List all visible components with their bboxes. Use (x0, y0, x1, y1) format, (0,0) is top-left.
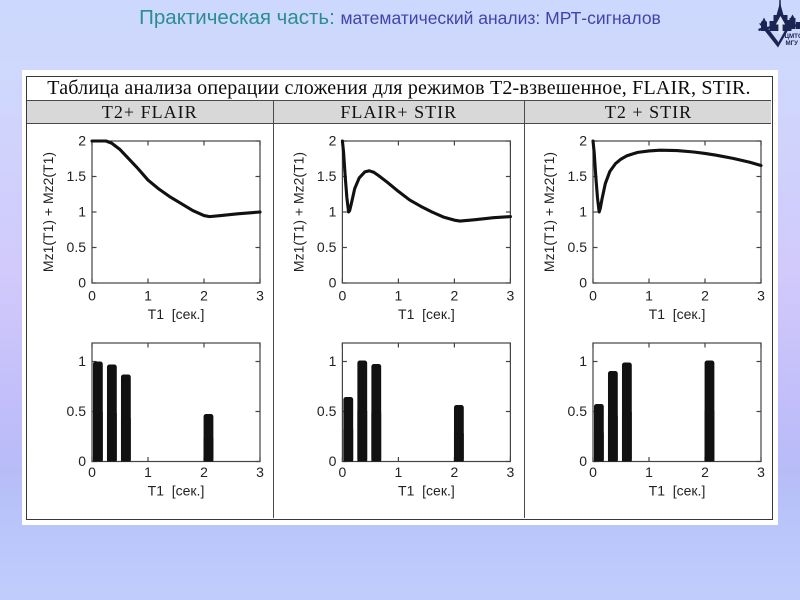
svg-text:0: 0 (328, 453, 336, 469)
svg-text:3: 3 (256, 464, 264, 480)
svg-text:0: 0 (579, 275, 587, 291)
svg-text:2: 2 (579, 133, 587, 149)
svg-text:2: 2 (701, 288, 709, 304)
svg-text:0.5: 0.5 (568, 239, 588, 255)
svg-text:0: 0 (589, 288, 597, 304)
svg-text:1: 1 (645, 288, 653, 304)
svg-text:ЦМТС: ЦМТС (785, 33, 800, 40)
svg-text:T1 [сек.]: T1 [сек.] (398, 306, 455, 322)
svg-text:0: 0 (338, 464, 346, 480)
svg-text:Mz1(T1) + Mz2(T1): Mz1(T1) + Mz2(T1) (541, 152, 557, 272)
svg-text:0.5: 0.5 (316, 403, 336, 419)
svg-text:1.5: 1.5 (316, 168, 336, 184)
svg-text:3: 3 (757, 464, 765, 480)
svg-text:3: 3 (256, 288, 264, 304)
svg-text:0: 0 (88, 288, 96, 304)
svg-text:0: 0 (589, 464, 597, 480)
svg-text:0: 0 (78, 275, 86, 291)
svg-text:T1 [сек.]: T1 [сек.] (398, 483, 455, 499)
svg-text:0.5: 0.5 (568, 403, 588, 419)
svg-text:1: 1 (328, 204, 336, 220)
svg-text:1: 1 (144, 464, 152, 480)
svg-text:1: 1 (394, 464, 402, 480)
svg-text:2: 2 (200, 464, 208, 480)
svg-text:3: 3 (757, 288, 765, 304)
svg-text:1: 1 (645, 464, 653, 480)
svg-text:0.5: 0.5 (67, 403, 87, 419)
svg-text:0: 0 (579, 453, 587, 469)
svg-text:0.5: 0.5 (67, 239, 87, 255)
svg-text:Mz1(T1) + Mz2(T1): Mz1(T1) + Mz2(T1) (40, 152, 56, 272)
svg-text:1: 1 (144, 288, 152, 304)
svg-text:2: 2 (701, 464, 709, 480)
svg-text:1: 1 (579, 204, 587, 220)
svg-text:0: 0 (78, 453, 86, 469)
svg-text:2: 2 (200, 288, 208, 304)
svg-text:1.5: 1.5 (568, 168, 588, 184)
svg-text:T1 [сек.]: T1 [сек.] (649, 483, 706, 499)
svg-text:1: 1 (78, 204, 86, 220)
svg-text:МГУ: МГУ (786, 40, 799, 47)
svg-text:1: 1 (579, 353, 587, 369)
svg-text:1: 1 (328, 353, 336, 369)
svg-text:T1 [сек.]: T1 [сек.] (649, 306, 706, 322)
svg-text:T1 [сек.]: T1 [сек.] (148, 306, 205, 322)
svg-text:0.5: 0.5 (316, 239, 336, 255)
svg-text:1: 1 (78, 353, 86, 369)
svg-text:3: 3 (506, 288, 514, 304)
svg-text:0: 0 (338, 288, 346, 304)
svg-text:0: 0 (328, 275, 336, 291)
svg-text:2: 2 (450, 464, 458, 480)
svg-text:Mz1(T1) + Mz2(T1): Mz1(T1) + Mz2(T1) (290, 152, 306, 272)
svg-text:3: 3 (506, 464, 514, 480)
svg-text:2: 2 (78, 133, 86, 149)
svg-text:2: 2 (450, 288, 458, 304)
svg-text:1.5: 1.5 (67, 168, 87, 184)
svg-text:1: 1 (394, 288, 402, 304)
svg-text:0: 0 (88, 464, 96, 480)
svg-text:2: 2 (328, 133, 336, 149)
svg-text:T1 [сек.]: T1 [сек.] (148, 483, 205, 499)
